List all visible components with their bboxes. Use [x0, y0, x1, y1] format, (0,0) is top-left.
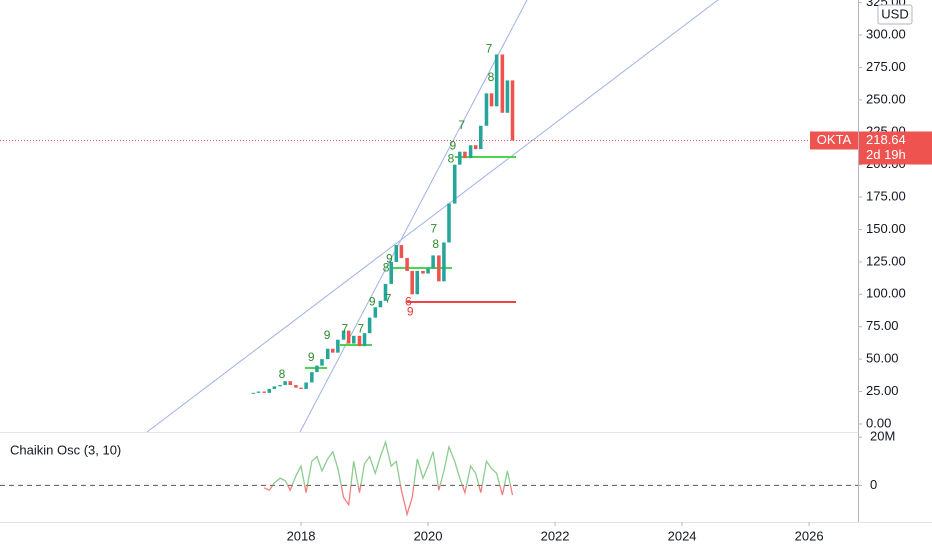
- candle: [410, 270, 414, 295]
- candle: [256, 391, 261, 393]
- x-tick-label: 2026: [795, 528, 824, 543]
- currency-box[interactable]: [877, 4, 913, 25]
- candle: [267, 388, 272, 393]
- sequence-label: 9: [308, 350, 315, 364]
- symbol-box: [810, 131, 858, 150]
- candle: [315, 365, 319, 373]
- candle: [426, 268, 430, 274]
- price-box: [859, 131, 932, 165]
- y-tick-label: 50.00: [866, 351, 899, 366]
- candle: [299, 387, 303, 389]
- x-tick-label: 2018: [287, 528, 316, 543]
- trend-line[interactable]: [299, 0, 528, 433]
- candle: [489, 93, 494, 107]
- sequence-label: 7: [458, 118, 465, 132]
- sequence-label: 6: [405, 294, 412, 308]
- y-tick-label: 150.00: [866, 221, 906, 236]
- sequence-label: 9: [386, 251, 393, 265]
- sequence-label: 9: [324, 328, 331, 342]
- sequence-label: 8: [448, 152, 455, 166]
- candle: [294, 385, 298, 388]
- candle: [484, 93, 489, 126]
- candle: [378, 300, 383, 308]
- y-tick-label: 275.00: [866, 59, 906, 74]
- y-tick-label: 175.00: [866, 189, 906, 204]
- y-tick-label: 25.00: [866, 383, 899, 398]
- candle: [367, 317, 372, 334]
- candle: [452, 164, 457, 204]
- y-tick-label: 100.00: [866, 286, 906, 301]
- sequence-label: 7: [342, 321, 349, 335]
- sequence-label: 8: [432, 237, 439, 251]
- countdown-label: 2d 19h: [866, 147, 906, 162]
- y-tick-label: 125.00: [866, 253, 906, 268]
- candle: [431, 255, 435, 269]
- candle: [310, 372, 314, 383]
- sequence-label: 8: [383, 261, 390, 275]
- candle: [442, 242, 446, 282]
- candle: [500, 54, 505, 113]
- oscillator-line: [263, 439, 514, 517]
- candle: [362, 333, 367, 347]
- candle: [278, 385, 282, 387]
- indicator-title: Chaikin Osc (3, 10): [10, 442, 121, 457]
- sequence-label: 9: [369, 294, 376, 308]
- candle: [399, 245, 404, 259]
- candle: [346, 330, 351, 344]
- sequence-label: 8: [279, 367, 286, 381]
- candle: [458, 151, 462, 165]
- y-tick-label: 0.00: [866, 415, 891, 430]
- candle: [421, 270, 425, 274]
- candle: [415, 270, 420, 295]
- candle: [336, 339, 340, 353]
- sequence-label: 7: [357, 321, 364, 335]
- y-tick-label: 300.00: [866, 26, 906, 41]
- y-tick-label: 75.00: [866, 318, 899, 333]
- x-tick-label: 2024: [668, 528, 697, 543]
- sequence-label: 9: [407, 305, 414, 319]
- candle: [510, 80, 515, 141]
- osc-tick-label: 20M: [870, 429, 895, 444]
- candle: [468, 145, 473, 159]
- sequence-label: 7: [385, 292, 392, 306]
- currency: USD: [881, 6, 908, 21]
- candle: [473, 145, 478, 150]
- candle: [447, 203, 451, 243]
- sequence-label: 9: [449, 139, 456, 153]
- y-tick-label: 250.00: [866, 91, 906, 106]
- candle: [405, 258, 409, 271]
- candle: [341, 330, 346, 340]
- sequence-label: 7: [486, 41, 493, 55]
- candle: [288, 381, 293, 386]
- candle: [357, 335, 362, 347]
- candle: [331, 348, 335, 353]
- candle: [283, 381, 287, 386]
- candle: [304, 382, 308, 389]
- candle: [463, 151, 467, 159]
- candle: [351, 335, 356, 344]
- trend-line[interactable]: [146, 0, 719, 433]
- candle: [325, 348, 330, 360]
- candle: [505, 80, 510, 113]
- candle: [478, 125, 483, 150]
- candle: [251, 392, 256, 394]
- x-tick-label: 2020: [414, 528, 443, 543]
- candle: [262, 391, 266, 393]
- sequence-label: 7: [430, 222, 437, 236]
- symbol-label: OKTA: [817, 132, 852, 147]
- sequence-label: 8: [488, 70, 495, 84]
- candle: [383, 283, 388, 301]
- last-price-label: 218.64: [866, 132, 906, 147]
- x-tick-label: 2022: [541, 528, 570, 543]
- candle: [494, 54, 499, 107]
- candle: [373, 307, 378, 318]
- candle: [389, 261, 393, 284]
- candle: [394, 245, 399, 262]
- candle: [272, 386, 277, 389]
- candle: [437, 255, 441, 282]
- osc-tick-label: 0: [870, 477, 877, 492]
- candle: [320, 359, 324, 366]
